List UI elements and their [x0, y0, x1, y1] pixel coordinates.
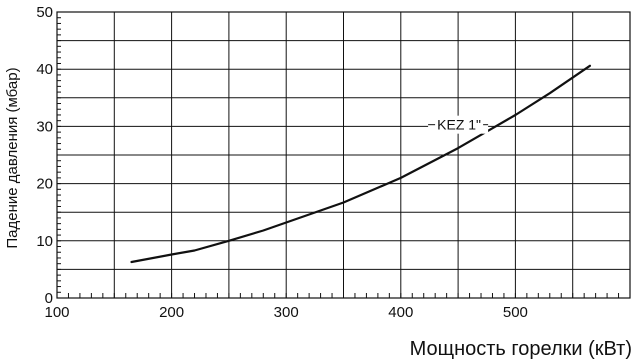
series-annotation: KEZ 1" — [437, 117, 481, 133]
y-tick-label: 20 — [36, 176, 53, 193]
x-axis-title: Мощность горелки (кВт) — [410, 338, 632, 360]
grid-lines — [57, 12, 630, 298]
y-tick-label: 0 — [45, 290, 53, 307]
series-line — [130, 64, 591, 264]
y-tick-label: 30 — [36, 118, 53, 135]
x-tick-label: 500 — [503, 304, 528, 321]
y-tick-label: 40 — [36, 61, 53, 78]
y-axis-title: Падение давления (мбар) — [4, 67, 21, 248]
x-tick-label: 300 — [274, 304, 299, 321]
y-tick-label: 50 — [36, 4, 53, 21]
tick-labels: 100 200 300 400 500 0 10 20 30 40 50 — [36, 4, 528, 321]
y-tick-label: 10 — [36, 233, 53, 250]
x-tick-label: 200 — [159, 304, 184, 321]
series-lines — [130, 64, 591, 264]
plot-border — [56, 11, 631, 299]
x-tick-label: 400 — [388, 304, 413, 321]
annotations: KEZ 1" — [428, 115, 489, 134]
plot-frame — [56, 11, 631, 299]
x-minor-ticks — [57, 17, 620, 298]
x-tick-label: 100 — [44, 304, 69, 321]
annotation-backdrop — [428, 115, 489, 134]
